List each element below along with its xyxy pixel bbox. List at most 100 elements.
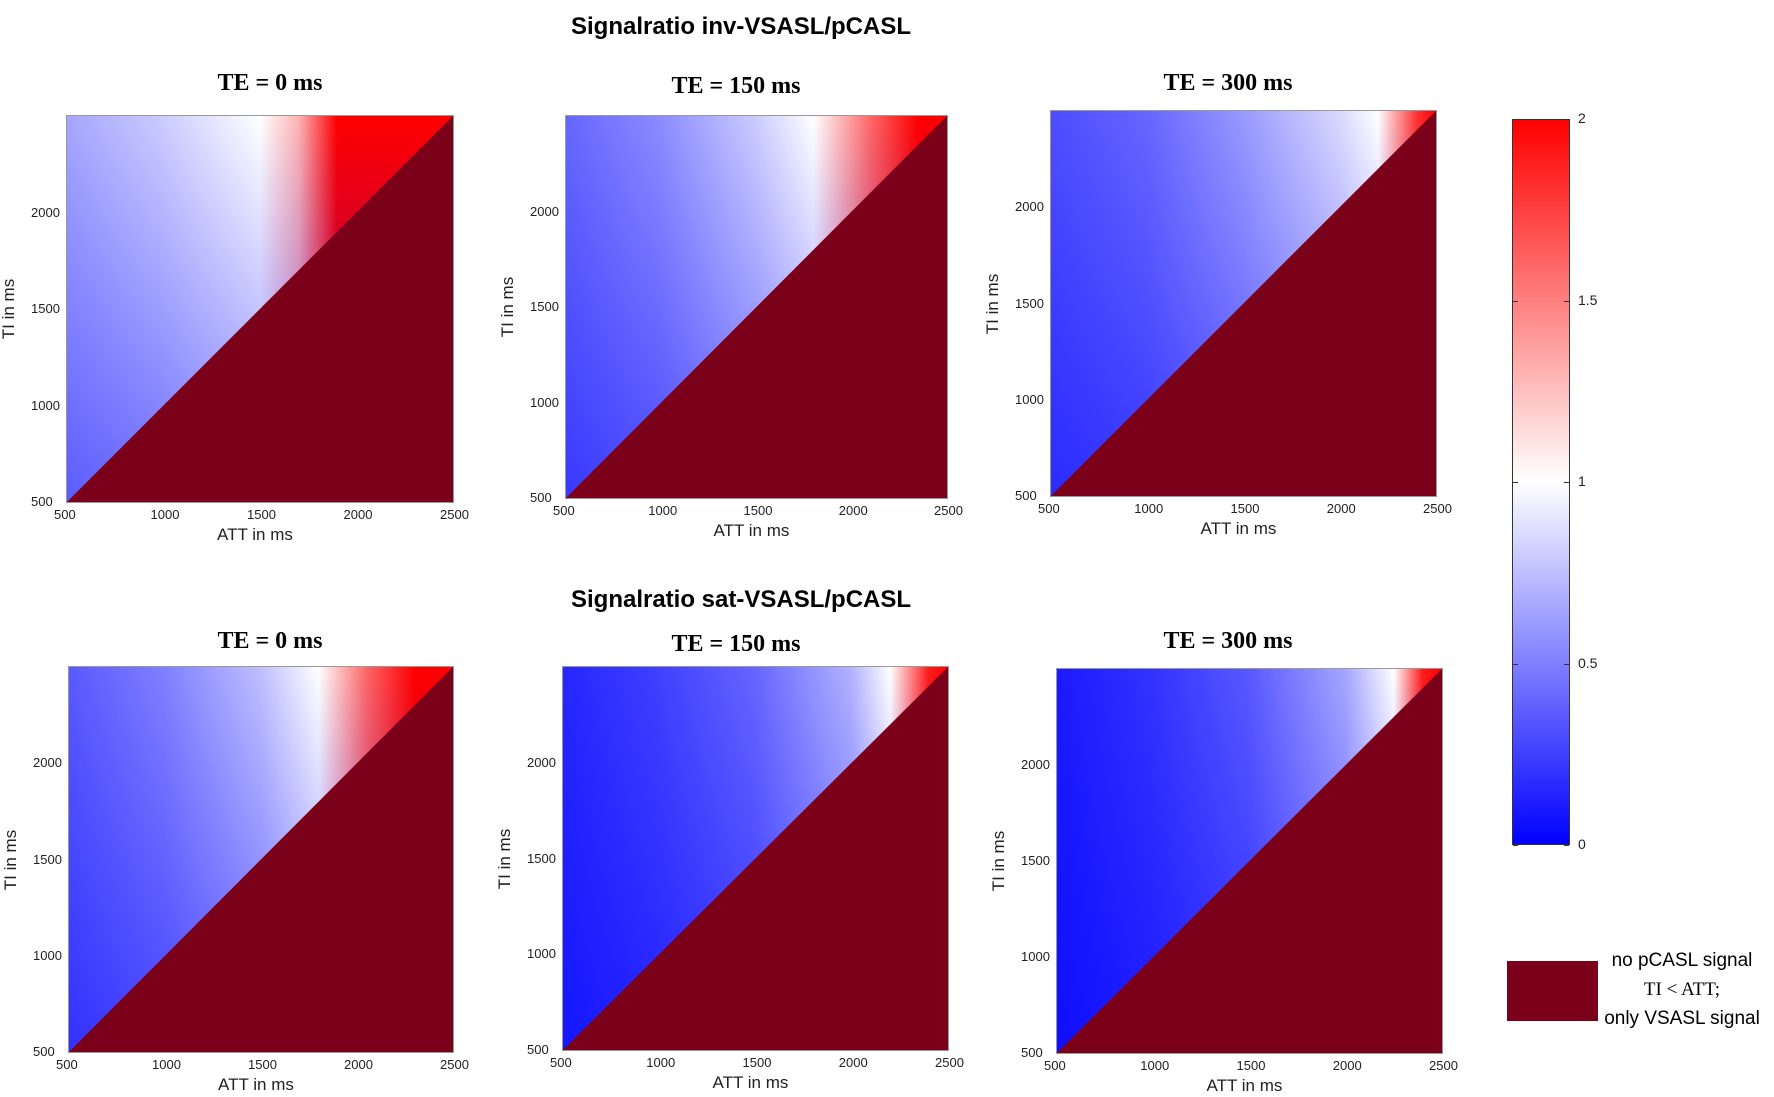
x-tick-label: 1500	[742, 1055, 772, 1070]
x-tick-label: 2000	[838, 1055, 868, 1070]
x-axis-label: ATT in ms	[1206, 1076, 1283, 1095]
colorbar-tick-label: 0.5	[1578, 654, 1598, 671]
y-tick-label: 2000	[1021, 757, 1050, 772]
panel-title: TE = 0 ms	[217, 70, 323, 96]
legend-line-1: no pCASL signal	[1611, 950, 1753, 971]
x-tick-label: 2000	[344, 1057, 373, 1072]
heatmap-svg	[69, 667, 453, 1052]
x-tick-label: 500	[56, 1057, 78, 1072]
x-tick-label: 1000	[1140, 1058, 1170, 1073]
y-axis-label: TI in ms	[498, 276, 518, 338]
heatmap-plot	[68, 666, 454, 1053]
x-tick-label: 2500	[1423, 501, 1452, 516]
heatmap-plot	[66, 115, 454, 503]
colorbar-tick-label: 2	[1578, 110, 1586, 126]
no-pcasl-region	[566, 116, 947, 498]
heatmap-plot	[1056, 668, 1443, 1054]
y-axis-label: TI in ms	[983, 273, 1003, 334]
y-tick-label: 1500	[31, 301, 60, 316]
x-tick-label: 1500	[247, 507, 276, 522]
x-tick-label: 1500	[1230, 501, 1260, 516]
legend-line-2: TI < ATT;	[1643, 979, 1721, 1000]
colorbar-tick-mark	[1564, 663, 1569, 665]
x-tick-label: 1000	[648, 503, 678, 518]
x-tick-label: 2500	[440, 507, 469, 522]
x-tick-label: 1500	[248, 1057, 277, 1072]
y-tick-label: 1500	[1021, 853, 1050, 868]
section-title-inv: Signalratio inv-VSASL/pCASL	[570, 13, 912, 40]
colorbar-tick-mark	[1513, 845, 1518, 846]
y-axis-label: TI in ms	[989, 830, 1009, 892]
y-tick-label: 500	[1015, 488, 1037, 503]
y-tick-label: 2000	[527, 754, 556, 770]
x-tick-label: 2000	[1332, 1058, 1362, 1073]
y-tick-label: 1000	[31, 397, 60, 413]
x-tick-label: 2500	[440, 1057, 469, 1072]
colorbar-tick-mark	[1564, 845, 1569, 846]
x-axis-label: ATT in ms	[712, 1073, 789, 1092]
colorbar-tick-mark	[1513, 482, 1518, 483]
panel-title: TE = 300 ms	[1163, 628, 1293, 654]
x-tick-label: 1500	[1236, 1058, 1266, 1073]
colorbar-tick-mark	[1564, 119, 1569, 120]
y-tick-label: 1500	[530, 299, 559, 314]
x-tick-label: 1000	[646, 1055, 676, 1070]
heatmap-svg	[566, 116, 947, 498]
x-tick-label: 2500	[934, 503, 963, 518]
section-title-sat: Signalratio sat-VSASL/pCASL	[570, 586, 912, 613]
colorbar	[1512, 119, 1570, 845]
x-tick-label: 2000	[838, 503, 868, 518]
y-tick-label: 2000	[530, 203, 559, 219]
colorbar-tick-mark	[1513, 663, 1518, 665]
y-tick-label: 1000	[33, 947, 62, 963]
y-tick-label: 500	[33, 1044, 55, 1059]
x-tick-label: 500	[54, 507, 76, 522]
x-tick-label: 2500	[935, 1055, 964, 1070]
y-tick-label: 1000	[1021, 949, 1050, 964]
colorbar-tick-mark	[1513, 300, 1518, 302]
y-axis-label: TI in ms	[0, 278, 19, 340]
no-pcasl-region	[69, 667, 453, 1052]
y-axis-label: TI in ms	[1, 829, 21, 890]
x-axis-label: ATT in ms	[217, 525, 293, 544]
no-pcasl-legend-text: no pCASL signal TI < ATT; only VSASL sig…	[1588, 946, 1774, 1033]
x-tick-label: 500	[553, 503, 575, 518]
heatmap-svg	[67, 116, 453, 502]
no-pcasl-region	[563, 667, 948, 1050]
y-tick-label: 1500	[1015, 295, 1044, 311]
x-tick-label: 2500	[1429, 1058, 1458, 1073]
y-tick-label: 500	[527, 1042, 549, 1057]
x-tick-label: 2000	[1326, 501, 1356, 516]
y-tick-label: 2000	[33, 755, 62, 771]
colorbar-tick-mark	[1564, 300, 1569, 302]
x-axis-label: ATT in ms	[218, 1075, 294, 1094]
x-tick-label: 1500	[743, 503, 773, 518]
x-axis-label: ATT in ms	[1200, 519, 1277, 538]
y-tick-label: 1500	[527, 850, 556, 866]
y-tick-label: 2000	[31, 204, 60, 220]
x-tick-label: 1000	[152, 1057, 181, 1072]
y-tick-label: 1000	[1015, 391, 1044, 407]
x-tick-label: 1000	[150, 507, 180, 522]
panel-title: TE = 300 ms	[1163, 70, 1293, 96]
colorbar-tick-mark	[1564, 482, 1569, 483]
panel-title: TE = 150 ms	[671, 73, 801, 99]
x-axis-label: ATT in ms	[713, 521, 790, 540]
panel-title: TE = 0 ms	[217, 628, 323, 654]
heatmap-plot	[1050, 110, 1437, 497]
y-tick-label: 500	[31, 494, 53, 509]
legend-line-3: only VSASL signal	[1604, 1008, 1760, 1029]
heatmap-plot	[562, 666, 949, 1051]
y-axis-label: TI in ms	[495, 828, 515, 889]
y-tick-label: 1000	[530, 394, 559, 410]
x-tick-label: 2000	[343, 507, 373, 522]
no-pcasl-region	[1051, 111, 1436, 496]
x-tick-label: 500	[1044, 1058, 1066, 1073]
no-pcasl-legend-swatch	[1507, 961, 1598, 1021]
colorbar-tick-label: 1.5	[1578, 291, 1598, 308]
heatmap-svg	[563, 667, 948, 1050]
heatmap-svg	[1051, 111, 1436, 496]
no-pcasl-region	[67, 116, 453, 502]
heatmap-svg	[1057, 669, 1442, 1053]
y-tick-label: 1500	[33, 851, 62, 867]
